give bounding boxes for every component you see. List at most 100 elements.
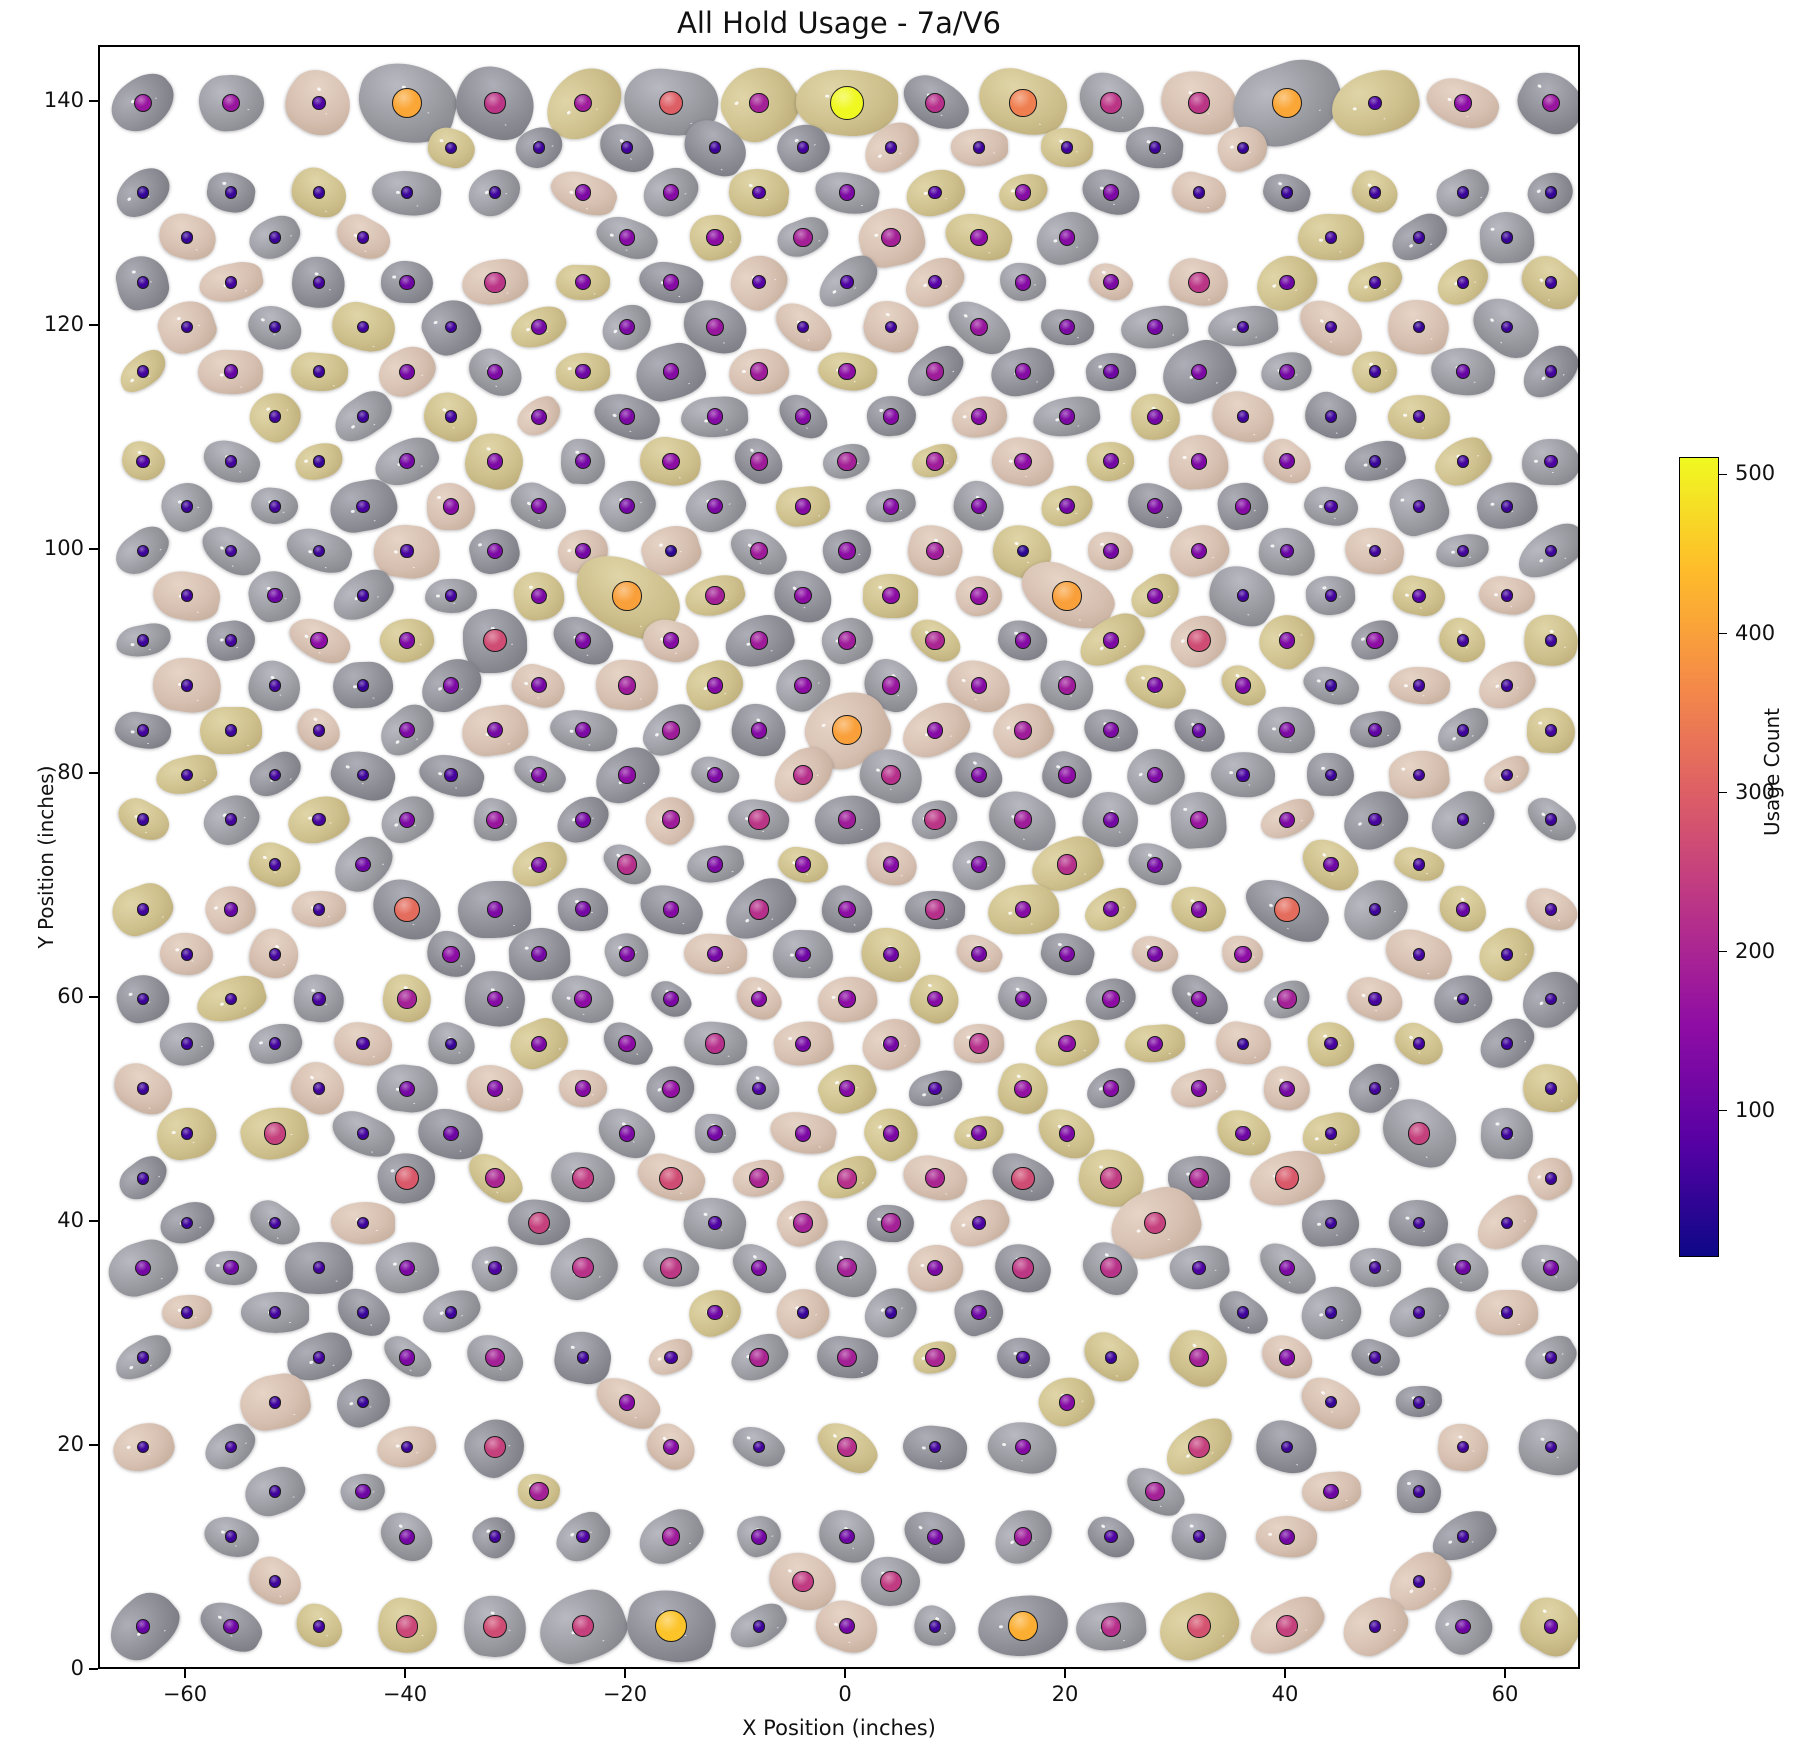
hold-speckle: [1493, 593, 1498, 598]
usage-dot: [484, 271, 506, 293]
hold-speckle: [528, 585, 534, 590]
hold-speckle: [1536, 188, 1542, 194]
usage-dot: [706, 676, 724, 694]
usage-dot: [1277, 989, 1297, 1009]
usage-dot: [312, 992, 326, 1006]
usage-dot: [1147, 408, 1163, 425]
usage-dot: [1324, 230, 1338, 244]
hold-marker: [1509, 515, 1578, 587]
hold-speckle: [1008, 458, 1014, 463]
usage-dot: [136, 1440, 150, 1454]
hold-speckle: [1538, 1000, 1544, 1006]
hold-speckle: [1542, 1609, 1548, 1614]
usage-dot: [618, 946, 636, 963]
hold-speckle: [566, 996, 572, 1001]
usage-dot: [1544, 992, 1558, 1006]
hold-speckle: [609, 232, 615, 238]
usage-dot: [749, 93, 769, 113]
usage-dot: [356, 1037, 370, 1051]
usage-dot: [1234, 497, 1252, 515]
hold-speckle: [175, 948, 180, 953]
usage-dot: [970, 856, 988, 873]
usage-dot: [1456, 544, 1470, 558]
hold-speckle: [438, 139, 444, 144]
usage-dot: [1278, 1349, 1296, 1366]
usage-dot: [1014, 452, 1032, 471]
usage-dot: [1324, 1126, 1338, 1140]
usage-dot: [706, 856, 724, 873]
usage-dot: [836, 1436, 858, 1458]
usage-dot: [1013, 1527, 1033, 1546]
hold-speckle: [1352, 107, 1357, 112]
usage-dot: [1187, 1614, 1211, 1639]
usage-dot: [1188, 92, 1210, 114]
hold-speckle: [309, 1075, 315, 1081]
y-tick-label: 100: [43, 536, 84, 560]
usage-dot: [488, 186, 502, 199]
usage-dot: [840, 275, 854, 289]
hold-speckle: [878, 585, 883, 589]
usage-dot: [707, 946, 723, 963]
usage-dot: [531, 677, 547, 694]
usage-dot: [312, 1082, 326, 1096]
hold-speckle: [1014, 540, 1020, 546]
usage-dot: [1236, 589, 1250, 603]
hold-speckle: [1317, 1222, 1322, 1227]
usage-dot: [838, 1080, 856, 1098]
hold-speckle: [1494, 684, 1500, 689]
usage-dot: [970, 498, 988, 515]
usage-dot: [1500, 1216, 1514, 1230]
usage-dot: [1189, 1347, 1209, 1368]
hold-speckle: [1451, 549, 1456, 554]
usage-dot: [1324, 1306, 1338, 1319]
usage-dot: [180, 1127, 194, 1140]
usage-dot: [398, 632, 416, 649]
usage-dot: [837, 631, 857, 650]
hold-speckle: [1321, 767, 1326, 771]
usage-dot: [1455, 364, 1471, 380]
usage-dot: [1100, 92, 1122, 114]
colorbar-tick-label: 300: [1735, 779, 1776, 804]
x-tick-label: −60: [162, 1682, 208, 1706]
usage-dot: [1192, 1261, 1206, 1275]
usage-dot: [312, 365, 326, 379]
hold-speckle: [569, 189, 574, 194]
hold-speckle: [927, 983, 933, 988]
usage-dot: [1236, 320, 1250, 334]
usage-dot: [268, 1037, 282, 1051]
usage-dot: [444, 589, 458, 603]
usage-dot: [1456, 813, 1470, 827]
usage-dot: [881, 1213, 901, 1233]
usage-dot: [1102, 722, 1120, 739]
usage-dot: [488, 1530, 502, 1544]
usage-dot: [356, 1306, 370, 1319]
usage-dot: [1103, 364, 1119, 380]
usage-dot: [618, 766, 636, 784]
x-tick-label: 0: [838, 1682, 852, 1706]
hold-speckle: [1318, 503, 1323, 508]
usage-dot: [1412, 1216, 1426, 1230]
usage-dot: [312, 723, 326, 737]
usage-dot: [575, 811, 591, 828]
usage-dot: [884, 320, 898, 334]
y-tick-label: 120: [43, 312, 84, 336]
usage-dot: [1500, 1306, 1514, 1319]
usage-dot: [619, 498, 635, 515]
usage-dot: [795, 946, 811, 962]
usage-dot: [1500, 679, 1514, 692]
usage-dot: [794, 497, 812, 515]
usage-dot: [136, 186, 150, 199]
usage-dot: [1278, 1259, 1296, 1276]
usage-dot: [1014, 1079, 1032, 1098]
usage-dot: [268, 320, 282, 334]
usage-dot: [394, 1166, 420, 1191]
usage-dot: [792, 764, 814, 786]
usage-dot: [796, 1306, 810, 1319]
usage-dot: [1412, 410, 1426, 424]
colorbar: [1679, 457, 1719, 1257]
usage-dot: [1544, 634, 1558, 647]
usage-dot: [1187, 1435, 1211, 1459]
usage-dot: [180, 499, 194, 513]
usage-dot: [1280, 1440, 1294, 1454]
usage-dot: [224, 454, 238, 468]
